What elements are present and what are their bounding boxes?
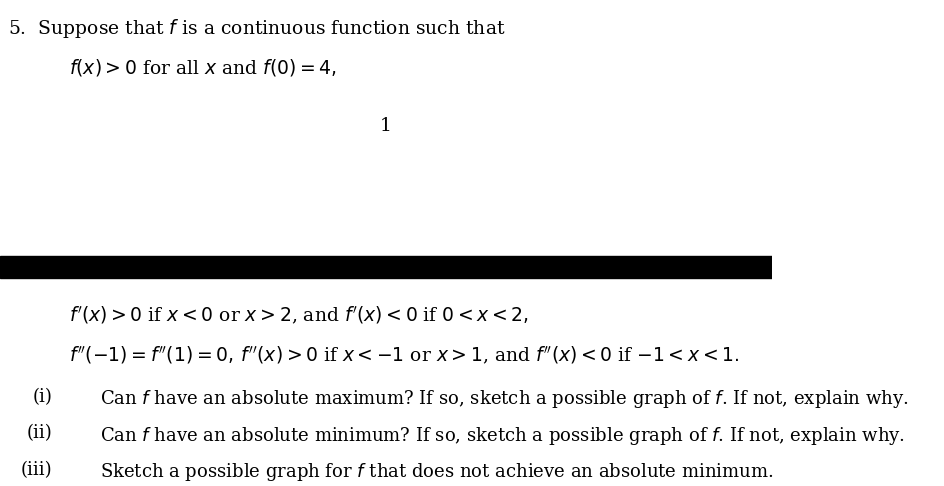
Text: $f'(x) > 0$ if $x < 0$ or $x > 2$, and $f'(x) < 0$ if $0 < x < 2,$: $f'(x) > 0$ if $x < 0$ or $x > 2$, and $… (70, 305, 530, 327)
Text: (i): (i) (33, 388, 53, 406)
Text: (iii): (iii) (21, 461, 53, 479)
Text: Can $f$ have an absolute maximum? If so, sketch a possible graph of $f$. If not,: Can $f$ have an absolute maximum? If so,… (100, 388, 909, 410)
Text: Can $f$ have an absolute minimum? If so, sketch a possible graph of $f$. If not,: Can $f$ have an absolute minimum? If so,… (100, 425, 905, 447)
Text: 5.  Suppose that $f$ is a continuous function such that: 5. Suppose that $f$ is a continuous func… (8, 17, 505, 40)
Text: $f''(-1) = f''(1) = 0,  f''(x) > 0$ if $x < -1$ or $x > 1$, and $f''(x) < 0$ if : $f''(-1) = f''(1) = 0, f''(x) > 0$ if $x… (70, 345, 740, 367)
Text: 1: 1 (380, 117, 392, 135)
Text: Sketch a possible graph for $f$ that does not achieve an absolute minimum.: Sketch a possible graph for $f$ that doe… (100, 461, 774, 483)
Text: (ii): (ii) (26, 425, 53, 443)
Bar (0, 256, 772, 278)
Text: $f(x) > 0$ for all $x$ and $f(0) = 4,$: $f(x) > 0$ for all $x$ and $f(0) = 4,$ (70, 57, 338, 78)
